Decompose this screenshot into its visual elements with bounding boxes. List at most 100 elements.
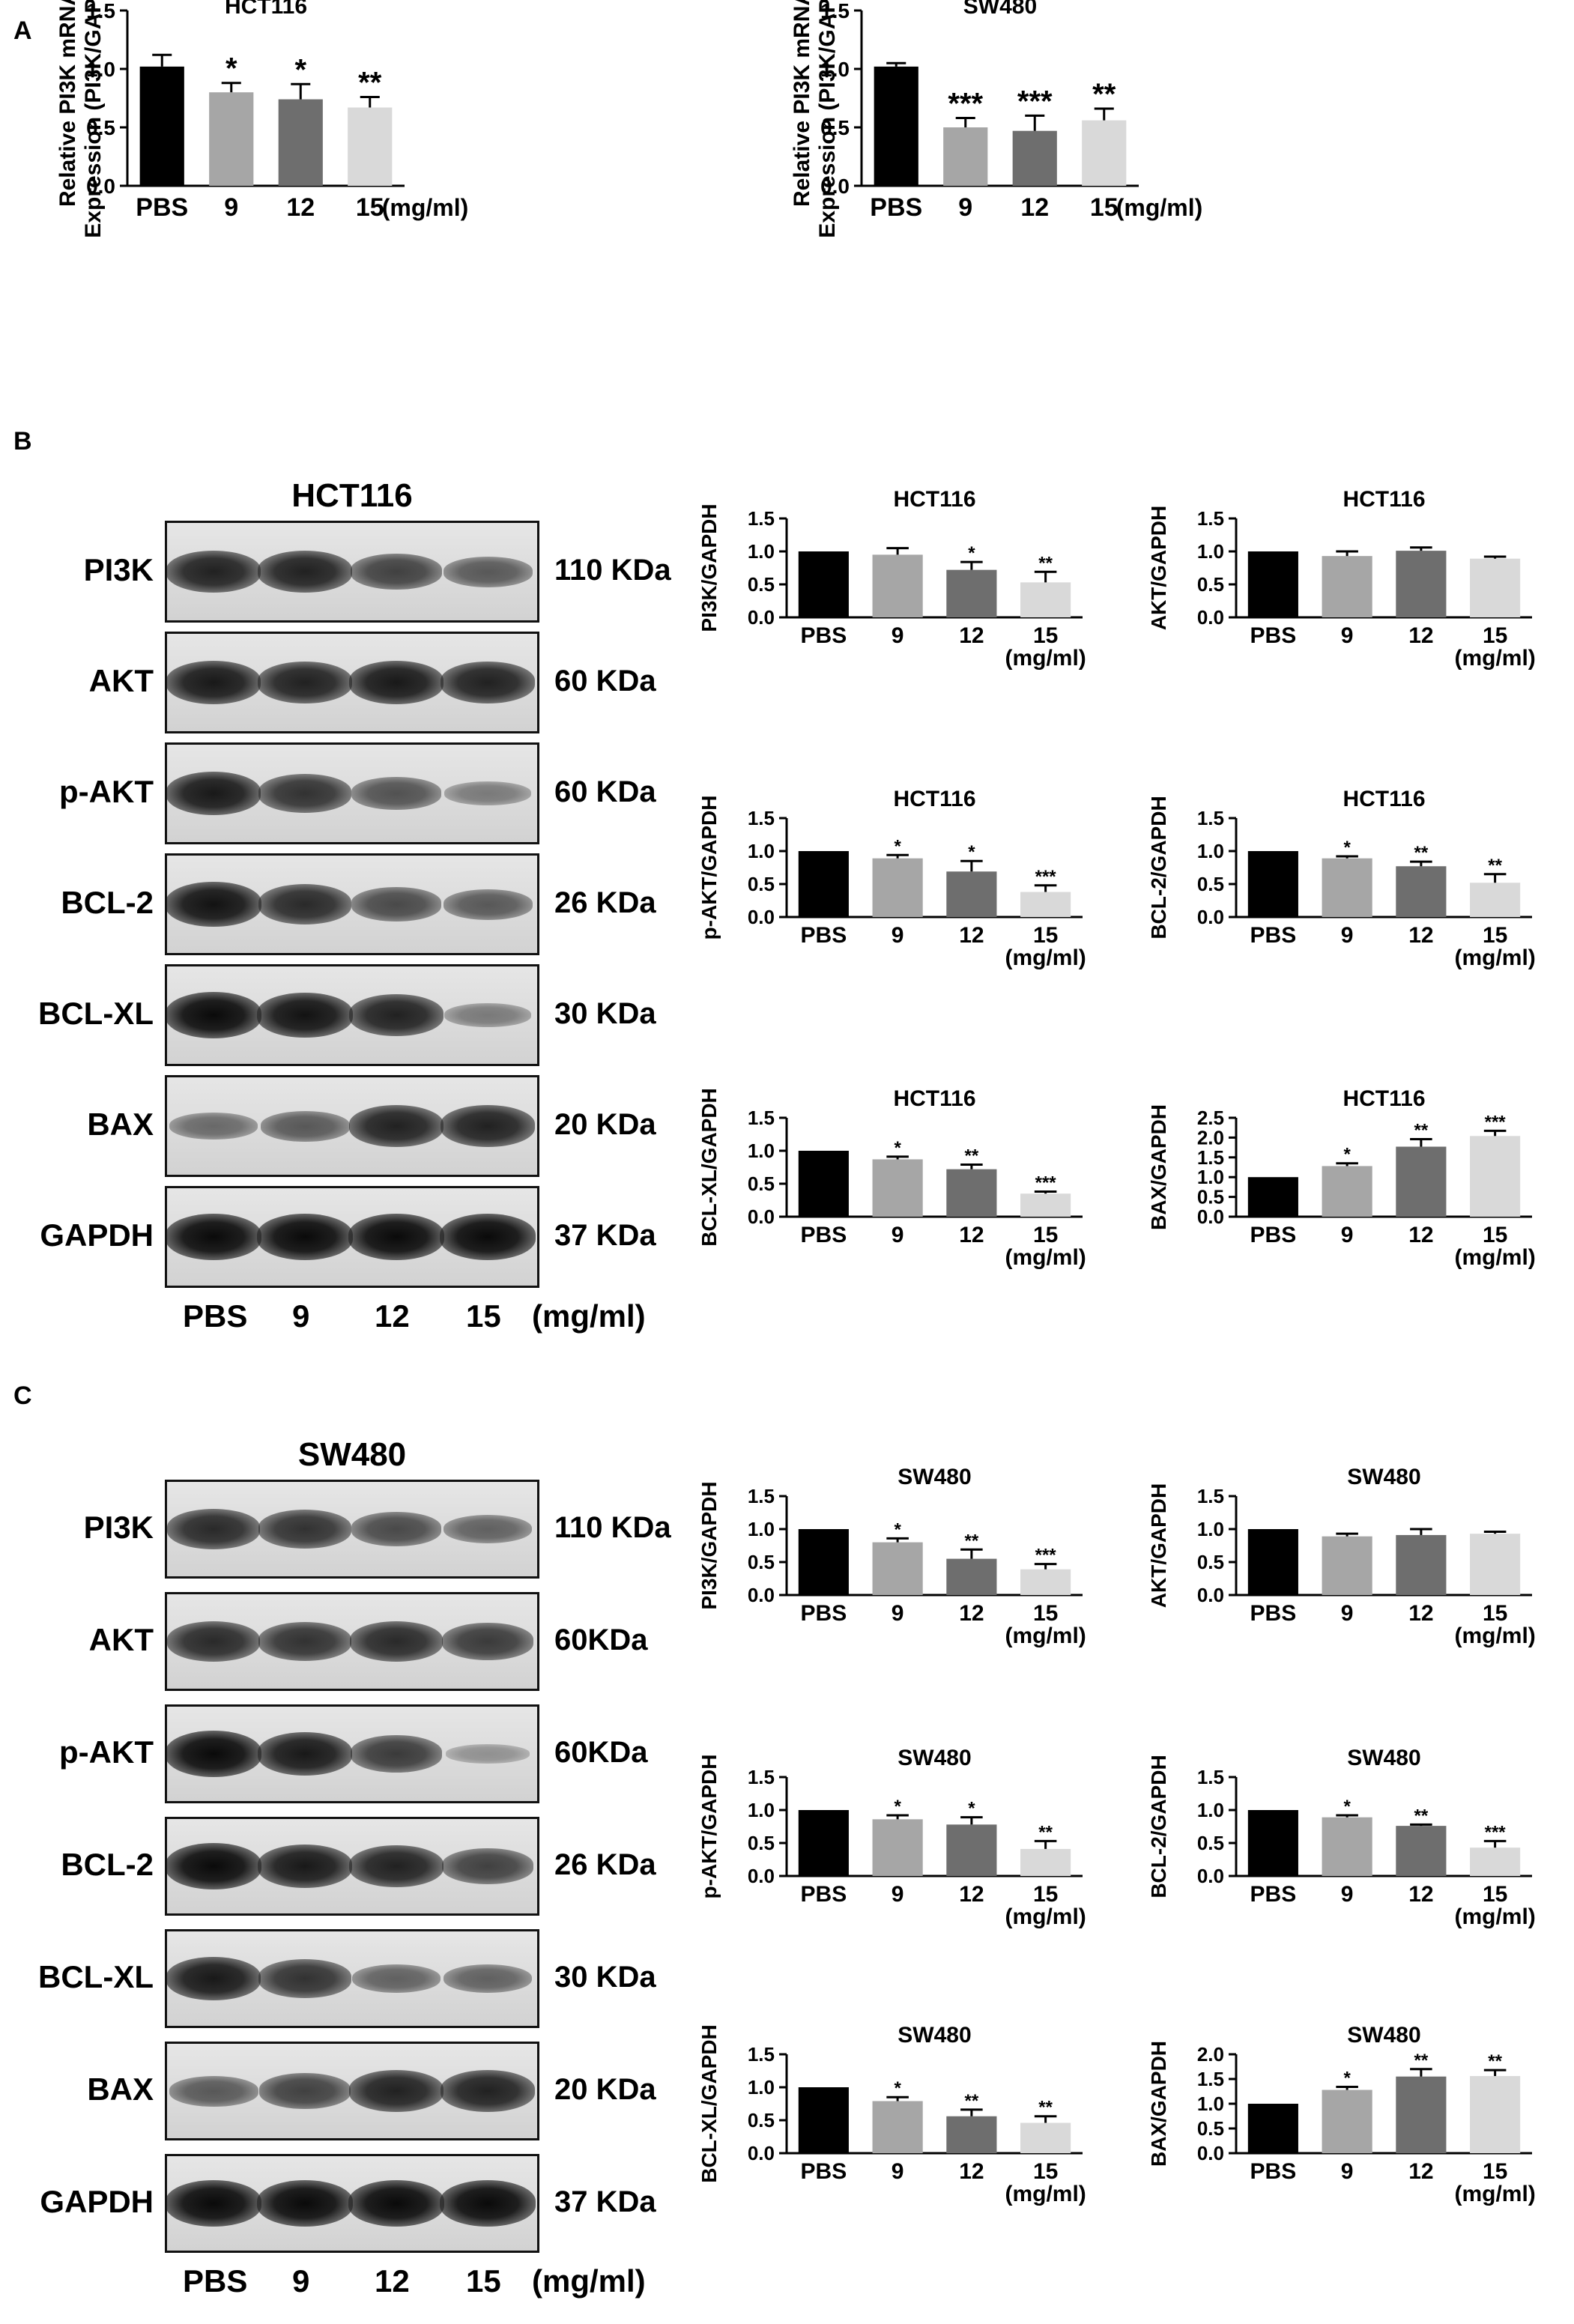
category-label: 15 xyxy=(1033,623,1058,648)
y-tick-label: 1.0 xyxy=(1197,1799,1224,1821)
blot-row-label: BCL-XL xyxy=(38,1959,154,1994)
unit-label: (mg/ml) xyxy=(1005,1624,1086,1648)
category-label: 12 xyxy=(1408,1601,1433,1626)
blot-band xyxy=(167,1843,261,1889)
significance-label: *** xyxy=(1485,1822,1507,1842)
blot-row-label: BAX xyxy=(87,1107,154,1142)
blot-band xyxy=(167,2180,261,2227)
y-tick-label: 1.5 xyxy=(748,1107,775,1129)
lane-label: 12 xyxy=(375,2263,410,2299)
significance-label: ** xyxy=(965,1531,979,1551)
significance-label: * xyxy=(894,1138,901,1158)
bar-12 xyxy=(946,1558,997,1595)
y-tick-label: 0.0 xyxy=(86,175,115,198)
blot-strip xyxy=(165,2042,539,2140)
blot-band xyxy=(257,1214,353,1260)
significance-label: *** xyxy=(1035,1173,1057,1193)
blot-strip xyxy=(165,1186,539,1288)
y-tick-label: 0.5 xyxy=(748,1172,775,1195)
y-tick-label: 0.0 xyxy=(748,1205,775,1228)
category-label: PBS xyxy=(1250,2159,1297,2184)
blot-band xyxy=(441,2070,535,2112)
blot-band xyxy=(167,1214,261,1260)
y-tick-label: 0.0 xyxy=(748,1584,775,1606)
y-axis-label: Expression (PI3K/GAPDH) xyxy=(815,0,840,238)
category-label: 12 xyxy=(1408,1223,1433,1247)
y-tick-label: 0.0 xyxy=(1197,1205,1224,1228)
bar-PBS xyxy=(1247,1529,1298,1595)
significance-label: *** xyxy=(1035,1546,1057,1566)
blot-band xyxy=(349,2070,444,2112)
y-tick-label: 1.0 xyxy=(1197,840,1224,862)
y-tick-label: 1.5 xyxy=(1197,2068,1224,2090)
blot-band xyxy=(351,1964,441,1994)
bar-15 xyxy=(1020,892,1071,917)
y-tick-label: 0.5 xyxy=(748,873,775,895)
significance-label: *** xyxy=(1035,867,1057,887)
blot-band xyxy=(167,1621,261,1662)
lane-label: 15 xyxy=(466,2263,501,2299)
category-label: 15 xyxy=(1033,1882,1058,1907)
bar-PBS xyxy=(798,551,849,617)
significance-label: ** xyxy=(1414,1121,1429,1141)
blot-kda-label: 60KDa xyxy=(554,1736,648,1769)
y-tick-label: 0.5 xyxy=(1197,2117,1224,2140)
blot-band xyxy=(441,662,535,703)
blot-row-label: BCL-2 xyxy=(61,885,154,920)
bar-9 xyxy=(1322,858,1372,917)
bar-chart-b-bclxl: HCT116 0.0 0.5 1.0 1.5 BCL-XL/GAPDH PBS * 9 ** 12 *… xyxy=(697,1086,1086,1270)
blot-strip xyxy=(165,1480,539,1579)
y-axis-label: Relative PI3K mRNA xyxy=(55,0,80,207)
y-tick-label: 1.5 xyxy=(748,2043,775,2066)
bar-15 xyxy=(1020,582,1071,617)
bar-12 xyxy=(1396,1534,1447,1595)
y-tick-label: 0.5 xyxy=(1197,1186,1224,1208)
bar-9 xyxy=(943,127,988,186)
bar-chart-a-hct116: HCT116 0.0 0.5 1.0 1.5 Relative PI3K mRNA Expr… xyxy=(55,0,468,238)
bar-chart-c-bax: SW480 0.00.51.01.52.0 BAX/GAPDH PBS * 9 ** 12 **… xyxy=(1147,2023,1536,2206)
category-label: 9 xyxy=(892,1882,904,1907)
lane-label: 15 xyxy=(466,1298,501,1334)
blot-kda-label: 20 KDa xyxy=(554,1108,656,1141)
lane-label: 9 xyxy=(292,1298,310,1334)
blot-strip xyxy=(165,742,539,844)
category-label: PBS xyxy=(801,623,847,648)
unit-label: (mg/ml) xyxy=(1116,194,1203,221)
y-tick-label: 0.0 xyxy=(748,1865,775,1887)
y-axis-label: AKT/GAPDH xyxy=(1147,506,1170,630)
y-tick-label: 1.0 xyxy=(1197,1518,1224,1540)
lane-unit-label: (mg/ml) xyxy=(532,2263,646,2299)
unit-label: (mg/ml) xyxy=(1454,945,1535,970)
blot-kda-label: 26 KDa xyxy=(554,886,656,919)
blot-strip xyxy=(165,1929,539,2028)
blot-row-label: BCL-XL xyxy=(38,996,154,1031)
bar-PBS xyxy=(798,851,849,917)
blot-strip xyxy=(165,1817,539,1916)
blot-band xyxy=(443,1964,533,1994)
y-tick-label: 1.0 xyxy=(748,1140,775,1162)
blot-row-label: PI3K xyxy=(83,1510,154,1545)
y-tick-label: 0.5 xyxy=(86,116,115,139)
blot-strip xyxy=(165,964,539,1066)
category-label: 12 xyxy=(959,1601,984,1626)
unit-label: (mg/ml) xyxy=(1454,1904,1535,1929)
blot-band xyxy=(440,1214,536,1260)
y-tick-label: 0.0 xyxy=(1197,2142,1224,2164)
blot-title: HCT116 xyxy=(291,477,413,514)
lane-label: 9 xyxy=(292,2263,310,2299)
category-label: 12 xyxy=(1020,193,1049,222)
blot-kda-label: 30 KDa xyxy=(554,997,656,1030)
y-axis-label: BCL-2/GAPDH xyxy=(1147,796,1170,939)
blot-band xyxy=(167,1731,261,1777)
y-axis-label: BCL-XL/GAPDH xyxy=(697,1088,721,1247)
y-tick-label: 1.5 xyxy=(1197,1146,1224,1169)
y-tick-label: 0.5 xyxy=(1197,1832,1224,1854)
y-axis-label: BCL-2/GAPDH xyxy=(1147,1755,1170,1898)
category-label: 9 xyxy=(1341,623,1354,648)
category-label: 9 xyxy=(892,623,904,648)
blot-band xyxy=(258,774,351,813)
category-label: 9 xyxy=(892,1223,904,1247)
bar-9 xyxy=(1322,556,1372,617)
bar-PBS xyxy=(798,2087,849,2153)
bar-9 xyxy=(872,1159,923,1217)
